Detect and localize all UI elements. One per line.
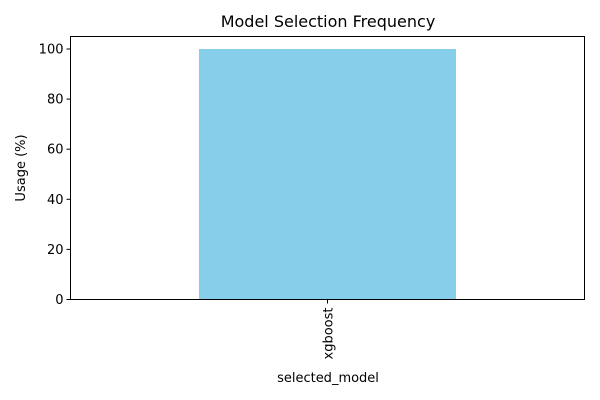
- y-tick-label: 80: [47, 93, 64, 108]
- y-axis: 0 20 40 60 80 100: [39, 43, 71, 308]
- y-tick-label: 20: [47, 243, 64, 258]
- x-axis-label: selected_model: [277, 371, 379, 386]
- y-tick-label: 60: [47, 143, 64, 158]
- y-tick-label: 0: [55, 293, 63, 308]
- y-axis-label: Usage (%): [14, 134, 29, 201]
- bar-xgboost: [199, 49, 456, 300]
- chart-title: Model Selection Frequency: [221, 12, 436, 31]
- y-tick-label: 40: [47, 193, 64, 208]
- plot-area: [70, 36, 585, 300]
- bar-series: [199, 49, 456, 300]
- x-tick-label: xgboost: [322, 308, 337, 360]
- x-axis: xgboost: [322, 299, 337, 360]
- y-tick-label: 100: [39, 43, 64, 58]
